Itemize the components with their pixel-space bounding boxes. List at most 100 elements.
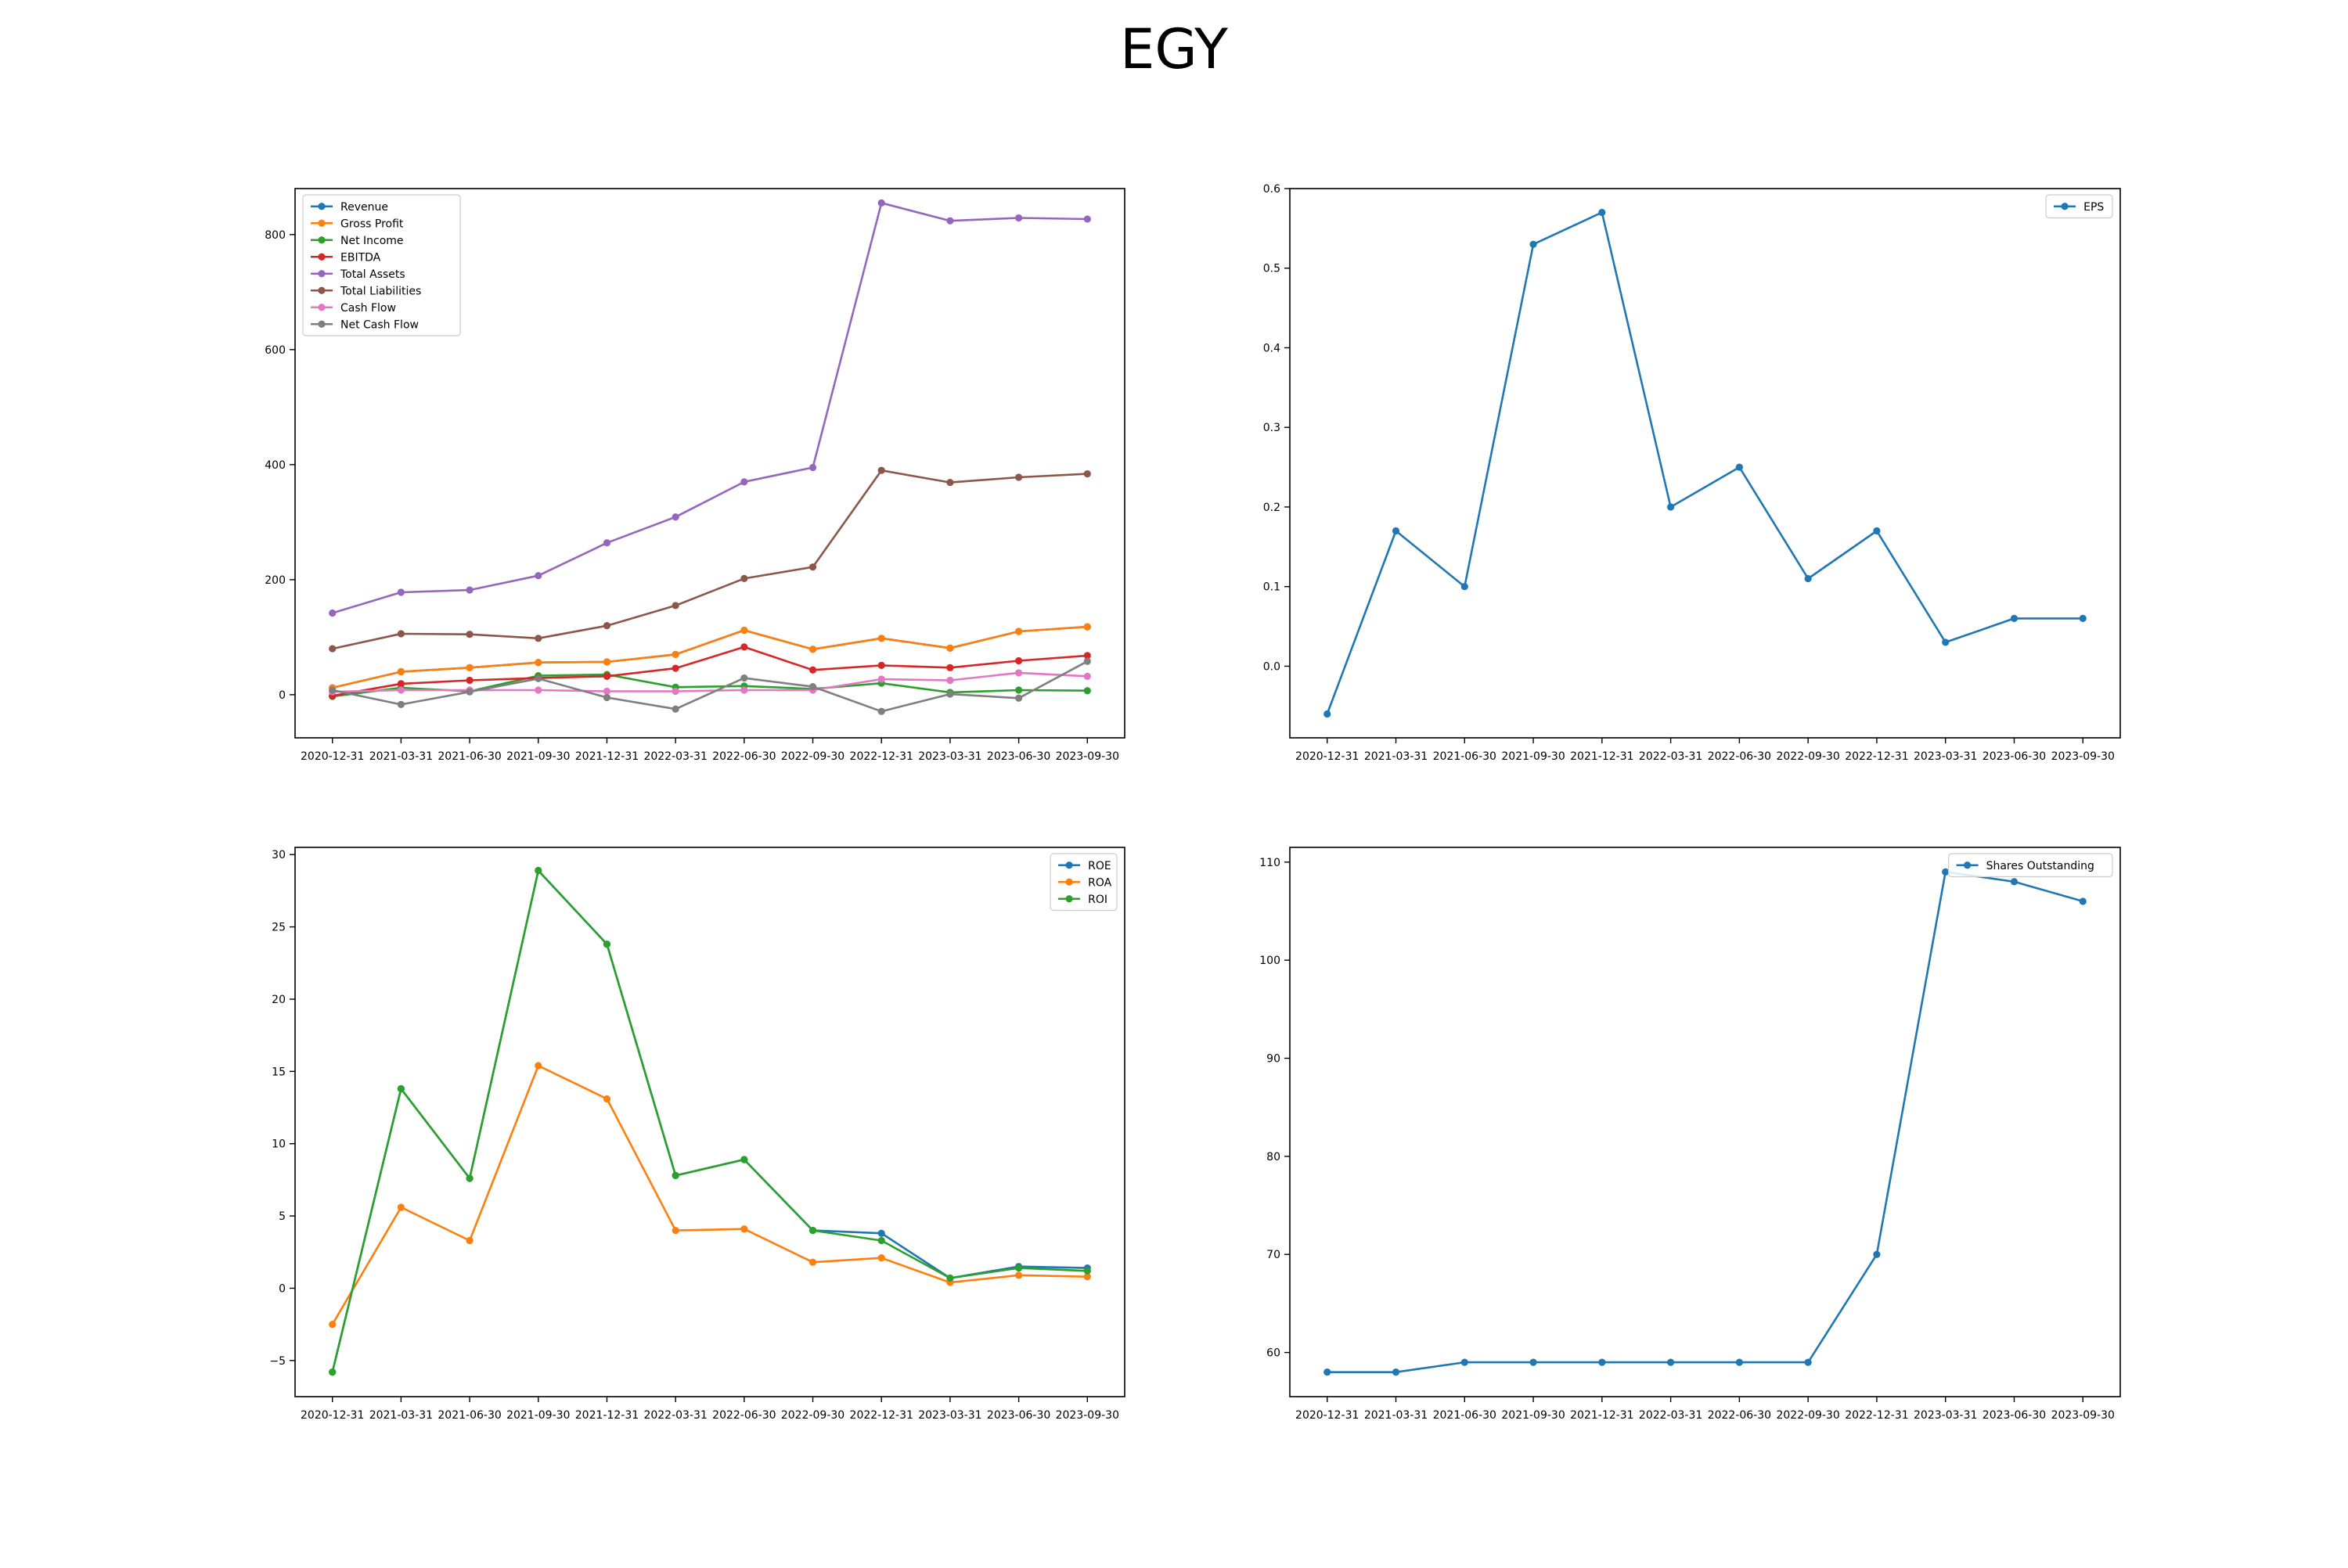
legend-marker [318,320,326,328]
y-tick-label: 600 [265,344,286,357]
data-point [1598,1358,1606,1366]
data-point [466,688,474,696]
data-point [672,1226,679,1235]
series-line [332,646,1088,697]
data-point [603,940,611,948]
x-tick-label: 2021-06-30 [1433,750,1496,763]
data-point [1392,527,1400,535]
series-roa [329,1062,1091,1329]
data-point [329,609,337,617]
plot-frame [1289,188,2121,739]
x-tick-label: 2023-09-30 [2051,1409,2115,1422]
legend-label: Gross Profit [340,218,404,230]
data-point [2079,897,2087,905]
data-point [397,667,405,676]
y-tick-label: 0.6 [1263,183,1280,196]
x-tick-label: 2023-03-31 [918,750,981,763]
x-tick-label: 2021-03-31 [1364,750,1428,763]
data-point [1667,503,1675,511]
data-point [740,1156,748,1163]
x-tick-label: 2023-06-30 [987,750,1050,763]
legend-marker [318,236,326,244]
data-point [672,664,679,672]
x-tick-label: 2021-09-30 [1501,750,1565,763]
legend-marker [2061,203,2069,210]
data-point [603,1095,611,1103]
data-point [603,539,611,547]
series-line [332,660,1088,713]
legend: EPS [2045,194,2113,219]
data-point [1598,208,1606,217]
x-tick-label: 2022-03-31 [1639,1409,1702,1422]
x-tick-label: 2021-06-30 [1433,1409,1496,1422]
y-tick-label: 0.4 [1263,342,1280,354]
data-point [2010,614,2018,622]
data-point [672,1171,679,1179]
y-tick-label: −5 [269,1355,286,1368]
data-point [535,635,542,642]
x-tick-label: 2022-09-30 [1776,750,1839,763]
data-point [1015,1271,1023,1279]
x-tick-label: 2022-09-30 [1776,1409,1839,1422]
data-point [1083,1267,1091,1275]
data-point [603,687,611,696]
data-point [808,463,817,472]
y-tick-label: 0 [279,1282,286,1295]
data-point [740,478,748,486]
x-tick-label: 2021-03-31 [369,750,433,763]
data-point [535,572,542,580]
x-tick-label: 2021-09-30 [1501,1409,1565,1422]
x-tick-label: 2022-12-31 [850,1409,913,1422]
legend-label: Net Income [340,235,404,247]
data-point [603,672,611,680]
data-point [603,622,611,630]
data-point [1083,672,1091,680]
legend-box [2045,194,2113,219]
data-point [740,626,748,635]
series-line [332,671,1088,693]
x-tick-label: 2023-06-30 [1982,750,2046,763]
data-point [1735,1358,1743,1366]
data-point [466,676,474,685]
data-point [672,650,679,659]
y-tick-label: 0.1 [1263,581,1280,594]
x-tick-label: 2023-09-30 [1056,750,1119,763]
data-point [466,664,474,671]
data-point [1873,527,1881,535]
data-point [740,574,748,582]
data-point [1015,694,1023,702]
y-tick-label: 15 [272,1066,286,1078]
legend-marker [318,270,326,278]
chart-1: 2020-12-31 2021-03-31 2021-06-30 2021-09-30… [265,188,1125,763]
x-tick-label: 2022-03-31 [643,750,707,763]
data-point [672,687,679,696]
x-tick-label: 2023-06-30 [987,1409,1050,1422]
y-tick-label: 70 [1266,1249,1280,1261]
y-tick-label: 200 [265,574,286,587]
y-tick-label: 0.0 [1263,660,1280,673]
data-point [397,686,405,694]
data-point [397,630,405,638]
chart-2: 2020-12-31 2021-03-31 2021-06-30 2021-09-30… [1263,183,2121,763]
x-tick-label: 2023-03-31 [918,1409,981,1422]
data-point [603,693,611,702]
legend-item: Cash Flow [311,302,396,315]
data-point [877,1254,885,1262]
legend-item: Gross Profit [311,218,404,230]
chart-3: 2020-12-31 2021-03-31 2021-06-30 2021-09-30… [269,847,1125,1422]
legend-item: EBITDA [311,251,381,264]
legend-item: Shares Outstanding [1956,860,2094,872]
x-tick-label: 2021-03-31 [369,1409,433,1422]
data-point [740,674,748,682]
data-point [1015,214,1023,222]
y-tick-label: 5 [279,1210,286,1223]
data-point [397,700,405,708]
x-tick-label: 2023-09-30 [1056,1409,1119,1422]
legend-marker [318,253,326,261]
data-point [2079,614,2087,622]
legend-label: Cash Flow [340,302,396,315]
y-tick-label: 0.2 [1263,502,1280,514]
legend-box [302,194,461,336]
data-point [329,686,337,694]
data-point [2010,878,2018,886]
